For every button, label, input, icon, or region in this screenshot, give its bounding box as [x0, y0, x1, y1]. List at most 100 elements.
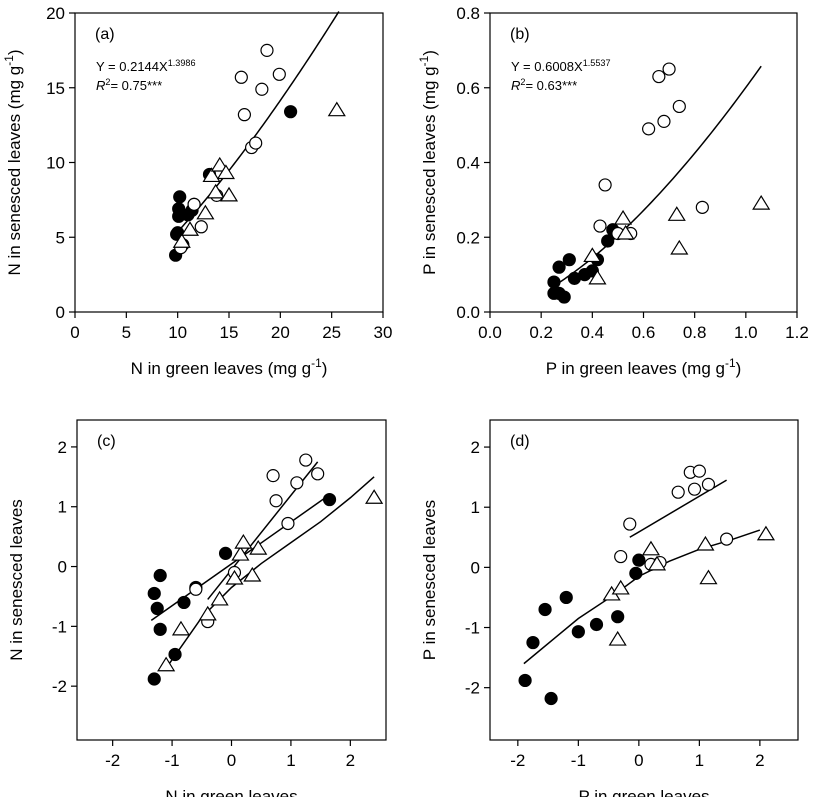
- point-circle: [299, 453, 313, 467]
- point-triangle: [219, 186, 239, 202]
- point-triangle: [588, 269, 607, 285]
- x-tick-label: 1.0: [734, 323, 758, 342]
- x-tick-label: 15: [220, 323, 239, 342]
- x-axis-label: N in green leaves (mg g-1): [131, 356, 328, 378]
- point-triangle: [216, 164, 235, 180]
- point-circle: [687, 482, 702, 496]
- point-triangle: [198, 605, 217, 621]
- point-triangle: [647, 555, 667, 571]
- point-triangle: [752, 194, 771, 210]
- point-triangle: [225, 569, 244, 585]
- point-circle: [260, 43, 274, 57]
- point-triangle: [231, 545, 250, 561]
- point-circle: [598, 178, 612, 192]
- point-circle: [147, 672, 161, 686]
- text-run: P in green leaves: [578, 787, 709, 797]
- y-tick-label: 0.8: [456, 4, 480, 23]
- point-circle: [719, 532, 734, 546]
- annotation: Y = 0.2144X1.3986: [96, 58, 196, 74]
- fit-curve: [174, 11, 340, 236]
- point-circle: [234, 70, 248, 84]
- text-run: ): [736, 359, 742, 378]
- y-tick-label: 0: [471, 558, 480, 577]
- text-run: N in green leaves (mg g: [131, 359, 311, 378]
- point-triangle: [613, 209, 633, 225]
- y-tick-label: -1: [52, 617, 67, 636]
- y-tick-label: 0.0: [456, 303, 480, 322]
- point-circle: [692, 464, 706, 478]
- text-run: ): [5, 49, 24, 55]
- point-circle: [281, 516, 295, 531]
- annotation: Y = 0.6008X1.5537: [511, 58, 611, 74]
- fit-line: [523, 529, 761, 665]
- x-tick-label: 0: [70, 323, 79, 342]
- point-circle: [562, 253, 576, 267]
- superscript: -1: [311, 356, 322, 370]
- point-circle: [194, 220, 208, 234]
- point-triangle: [157, 656, 176, 672]
- x-axis-label: N in green leaves: [165, 787, 297, 797]
- point-circle: [272, 67, 286, 81]
- point-triangle: [249, 539, 268, 555]
- x-tick-label: 10: [168, 323, 187, 342]
- x-tick-label: 20: [271, 323, 290, 342]
- panel-label: (c): [97, 433, 116, 450]
- annotation: R2= 0.63***: [511, 77, 577, 93]
- fit-line: [165, 476, 375, 669]
- point-circle: [249, 136, 263, 150]
- point-triangle: [206, 183, 225, 199]
- x-tick-label: 0.4: [581, 323, 605, 342]
- y-tick-label: 0.2: [456, 228, 480, 247]
- point-triangle: [171, 620, 191, 636]
- y-tick-label: 10: [46, 154, 65, 173]
- text-run: ): [322, 359, 328, 378]
- x-tick-label: 1.2: [785, 323, 809, 342]
- x-tick-label: 0.6: [632, 323, 656, 342]
- superscript: -1: [417, 55, 431, 66]
- x-tick-label: 0: [634, 751, 643, 770]
- fit-curve: [553, 65, 762, 287]
- point-circle: [671, 485, 685, 499]
- point-circle: [657, 114, 671, 128]
- superscript: 2: [520, 77, 525, 87]
- point-triangle: [667, 206, 686, 221]
- x-tick-label: 5: [122, 323, 131, 342]
- point-circle: [269, 494, 283, 508]
- point-circle: [150, 601, 164, 616]
- point-circle: [322, 492, 337, 507]
- superscript: 2: [105, 77, 110, 87]
- text-run: P in senesced leaves: [420, 500, 439, 660]
- text-run: N in green leaves: [165, 787, 297, 797]
- panel-label: (b): [510, 26, 530, 43]
- point-circle: [632, 553, 646, 567]
- y-tick-label: 5: [56, 228, 65, 247]
- text-run: P in senesced leaves (mg g: [420, 66, 439, 275]
- superscript: -1: [2, 55, 16, 66]
- superscript: 1.3986: [168, 58, 196, 68]
- y-tick-label: 2: [58, 438, 67, 457]
- y-tick-label: 1: [58, 498, 67, 517]
- point-circle: [173, 190, 187, 204]
- point-circle: [544, 691, 558, 706]
- text-run: ): [420, 50, 439, 56]
- point-circle: [266, 469, 280, 483]
- point-triangle: [670, 239, 689, 255]
- point-circle: [623, 517, 637, 531]
- y-axis-label: P in senesced leaves: [420, 500, 439, 660]
- point-triangle: [696, 535, 715, 551]
- plot-frame: [489, 419, 799, 741]
- text-run: Y = 0.2144X: [96, 59, 168, 74]
- point-triangle: [699, 569, 718, 585]
- y-tick-label: 0: [56, 303, 65, 322]
- point-circle: [518, 673, 532, 688]
- annotation: R2= 0.75***: [96, 77, 162, 93]
- point-circle: [189, 582, 203, 596]
- point-circle: [147, 586, 161, 601]
- point-triangle: [583, 247, 602, 263]
- text-run: R: [96, 78, 105, 93]
- x-tick-label: -1: [165, 751, 180, 770]
- point-circle: [237, 108, 251, 122]
- point-triangle: [365, 489, 384, 504]
- y-axis-label: N in senesced leaves: [7, 499, 26, 661]
- point-circle: [311, 467, 325, 481]
